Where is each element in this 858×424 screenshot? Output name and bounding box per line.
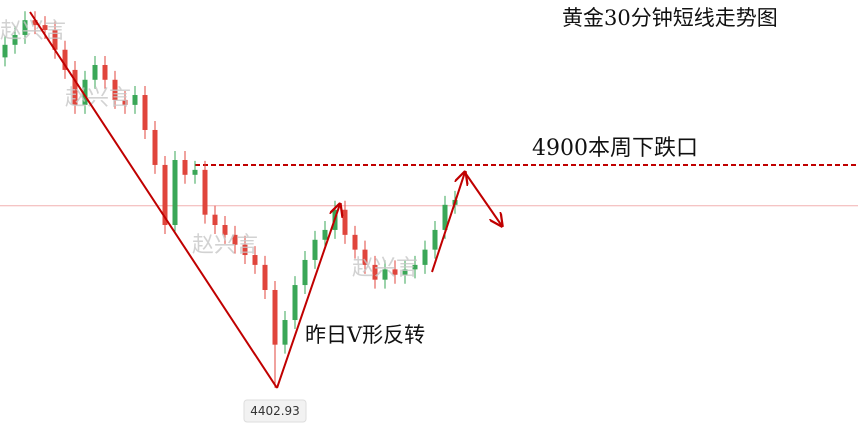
annotation: 昨日V形反转 <box>305 323 425 347</box>
candle-body <box>292 285 298 321</box>
annotation: 4900本周下跌口 <box>532 136 698 161</box>
candle-body <box>52 30 58 50</box>
candle-body <box>312 239 318 260</box>
candle-body <box>342 209 348 235</box>
candle-body <box>352 234 358 250</box>
candle-body <box>382 269 388 280</box>
candles <box>0 11 858 388</box>
candle-body <box>162 164 168 225</box>
candle-body <box>322 229 328 240</box>
candle-body <box>102 64 108 80</box>
candle-body <box>262 264 268 290</box>
candle-body <box>32 20 38 26</box>
candle-body <box>172 160 178 225</box>
candle-body <box>392 269 398 275</box>
candle-body <box>222 224 228 235</box>
candle-body <box>122 99 128 105</box>
candle-body <box>282 320 288 345</box>
candle-body <box>92 64 98 80</box>
candle-body <box>82 79 88 105</box>
candle-body <box>232 234 238 245</box>
candle-body <box>442 204 448 230</box>
candle-body <box>402 269 408 275</box>
candle-body <box>302 259 308 286</box>
candle-body <box>252 255 258 265</box>
candle-body <box>242 244 248 256</box>
candle-body <box>152 129 158 165</box>
low-label-box <box>243 399 307 423</box>
trend-line <box>465 173 502 226</box>
candle-body <box>372 264 378 280</box>
candle-body <box>42 25 48 31</box>
candle-body <box>72 69 78 105</box>
candle-body <box>2 44 8 58</box>
candle-body <box>212 214 218 225</box>
candle-body <box>142 95 148 130</box>
candle-body <box>422 249 428 265</box>
candle-body <box>22 20 28 35</box>
candle-body <box>112 79 118 100</box>
candle-body <box>182 160 188 175</box>
candle-body <box>272 289 278 345</box>
candle-body <box>132 95 138 105</box>
watermark: 赵兴言 <box>65 86 131 111</box>
watermark: 赵兴言 <box>352 256 418 281</box>
candle-body <box>432 229 438 250</box>
candle-body <box>362 249 368 265</box>
trend-line <box>276 204 340 389</box>
candle-body <box>192 169 198 175</box>
candle-body <box>62 49 68 70</box>
trend-line <box>431 172 465 273</box>
watermark: 赵兴言 <box>0 19 66 44</box>
candle-body <box>12 34 18 45</box>
chart-title: 黄金30分钟短线走势图 <box>562 6 778 30</box>
watermark: 赵兴言 <box>192 233 258 258</box>
low-label: 4402.93 <box>250 404 300 418</box>
candle-body <box>202 169 208 215</box>
trend-arrows <box>29 11 502 389</box>
candle-body <box>412 264 418 270</box>
trend-line <box>29 11 278 389</box>
